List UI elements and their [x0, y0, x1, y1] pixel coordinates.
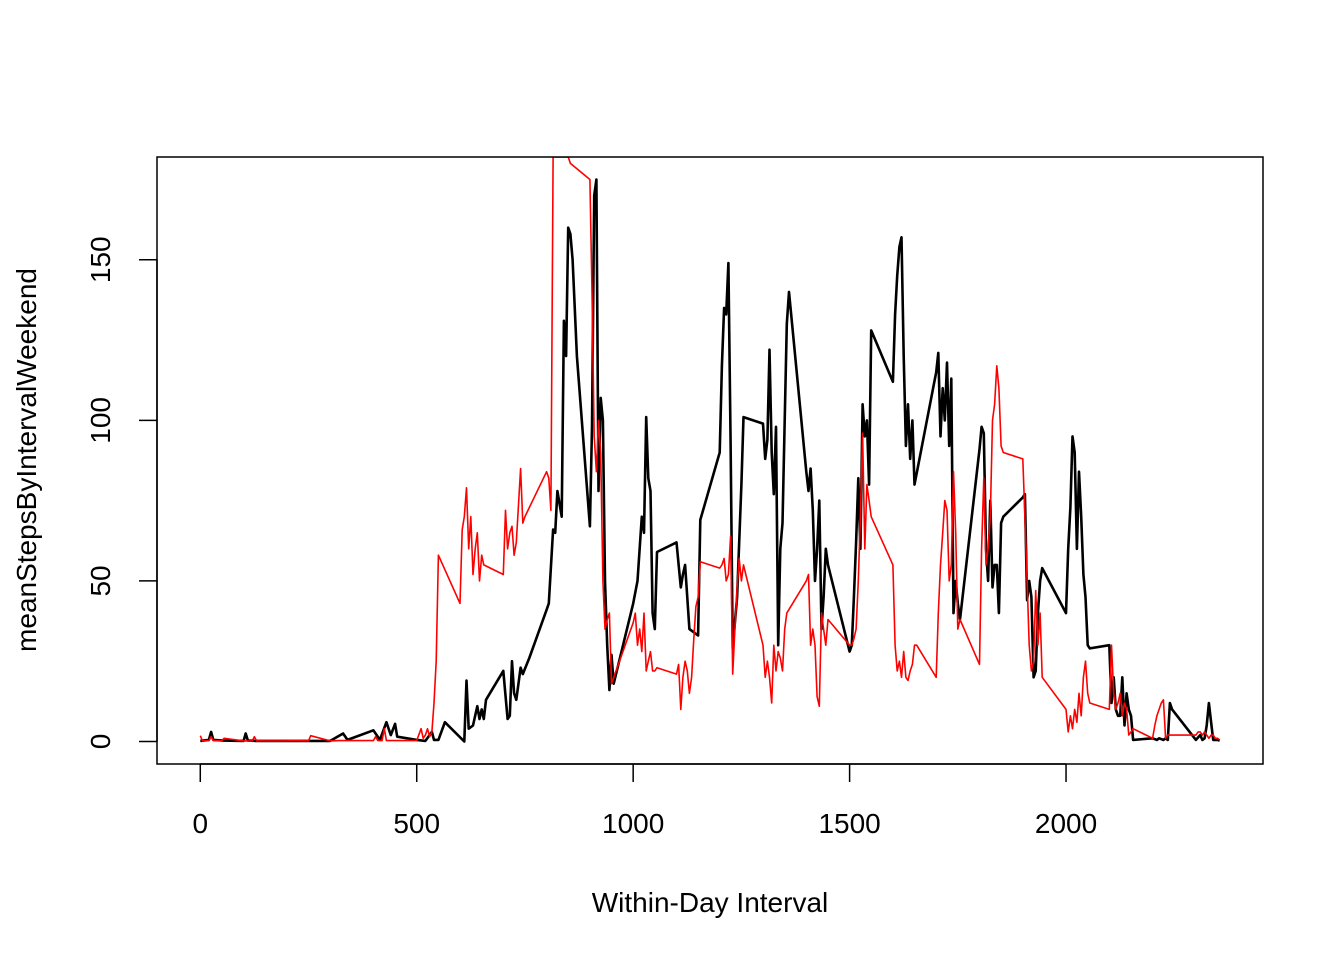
- series-line-2: [199, 157, 1221, 742]
- series-layer: [199, 157, 1221, 743]
- y-axis-title: meanStepsByIntervalWeekend: [11, 268, 42, 652]
- x-tick-label: 500: [393, 808, 440, 839]
- plot-frame: [156, 156, 1264, 765]
- x-tick-label: 2000: [1035, 808, 1097, 839]
- y-tick-label: 100: [85, 397, 116, 444]
- x-tick-label: 1000: [602, 808, 664, 839]
- y-axis: 0 50 100 150: [85, 236, 158, 750]
- y-tick-label: 0: [85, 734, 116, 750]
- y-tick-label: 150: [85, 236, 116, 283]
- x-tick-label: 0: [192, 808, 208, 839]
- y-tick-label: 50: [85, 565, 116, 596]
- x-axis-title: Within-Day Interval: [592, 887, 829, 918]
- x-axis: 0 500 1000 1500 2000: [192, 763, 1097, 839]
- series-line-1: [200, 178, 1221, 743]
- x-tick-label: 1500: [818, 808, 880, 839]
